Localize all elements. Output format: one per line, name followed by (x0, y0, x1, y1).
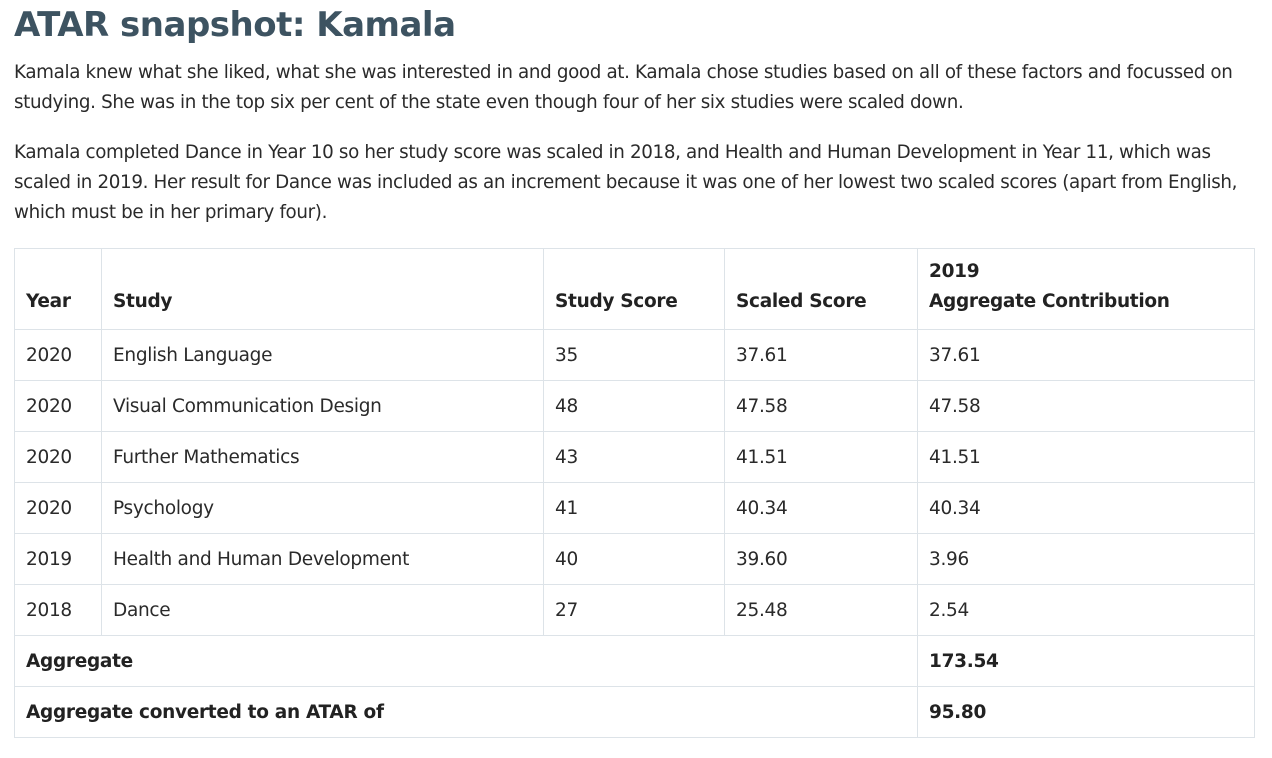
table-row: 2018 Dance 27 25.48 2.54 (14, 584, 1255, 636)
cell-study-score: 27 (543, 584, 725, 636)
cell-scaled-score: 37.61 (724, 329, 918, 381)
cell-scaled-score: 47.58 (724, 380, 918, 432)
table-row: 2020 Psychology 41 40.34 40.34 (14, 482, 1255, 534)
cell-year: 2020 (14, 482, 102, 534)
cell-contribution: 41.51 (917, 431, 1255, 483)
cell-year: 2019 (14, 533, 102, 585)
atar-label: Aggregate converted to an ATAR of (14, 686, 918, 738)
cell-contribution: 47.58 (917, 380, 1255, 432)
cell-contribution: 3.96 (917, 533, 1255, 585)
cell-scaled-score: 25.48 (724, 584, 918, 636)
header-contribution-year: 2019 (929, 261, 980, 282)
table-header-row: Year Study Study Score Scaled Score 2019… (14, 248, 1255, 330)
cell-study-score: 43 (543, 431, 725, 483)
cell-study-score: 48 (543, 380, 725, 432)
cell-study: Health and Human Development (101, 533, 544, 585)
cell-scaled-score: 39.60 (724, 533, 918, 585)
table-row: 2020 Further Mathematics 43 41.51 41.51 (14, 431, 1255, 483)
cell-year: 2020 (14, 431, 102, 483)
header-contribution-label: Aggregate Contribution (929, 291, 1170, 312)
cell-year: 2020 (14, 329, 102, 381)
cell-study: Psychology (101, 482, 544, 534)
cell-study-score: 40 (543, 533, 725, 585)
table-row: 2020 Visual Communication Design 48 47.58 47… (14, 380, 1255, 432)
cell-year: 2018 (14, 584, 102, 636)
header-study: Study (101, 248, 544, 330)
atar-value: 95.80 (917, 686, 1255, 738)
page-title: ATAR snapshot: Kamala (14, 5, 456, 45)
cell-scaled-score: 41.51 (724, 431, 918, 483)
table-row: 2019 Health and Human Development 40 39.60 3… (14, 533, 1255, 585)
cell-study-score: 41 (543, 482, 725, 534)
atar-table: Year Study Study Score Scaled Score 2019… (14, 248, 1255, 738)
cell-contribution: 2.54 (917, 584, 1255, 636)
header-study-score: Study Score (543, 248, 725, 330)
cell-study: Further Mathematics (101, 431, 544, 483)
header-contribution: 2019 Aggregate Contribution (917, 248, 1255, 330)
cell-study-score: 35 (543, 329, 725, 381)
header-year: Year (14, 248, 102, 330)
aggregate-value: 173.54 (917, 635, 1255, 687)
atar-row: Aggregate converted to an ATAR of 95.80 (14, 686, 1255, 738)
cell-year: 2020 (14, 380, 102, 432)
cell-study: Visual Communication Design (101, 380, 544, 432)
cell-contribution: 40.34 (917, 482, 1255, 534)
header-scaled-score: Scaled Score (724, 248, 918, 330)
cell-scaled-score: 40.34 (724, 482, 918, 534)
cell-study: Dance (101, 584, 544, 636)
table-row: 2020 English Language 35 37.61 37.61 (14, 329, 1255, 381)
cell-contribution: 37.61 (917, 329, 1255, 381)
aggregate-label: Aggregate (14, 635, 918, 687)
detail-paragraph: Kamala completed Dance in Year 10 so her… (14, 142, 1238, 223)
aggregate-row: Aggregate 173.54 (14, 635, 1255, 687)
cell-study: English Language (101, 329, 544, 381)
intro-paragraph: Kamala knew what she liked, what she was… (14, 62, 1233, 113)
